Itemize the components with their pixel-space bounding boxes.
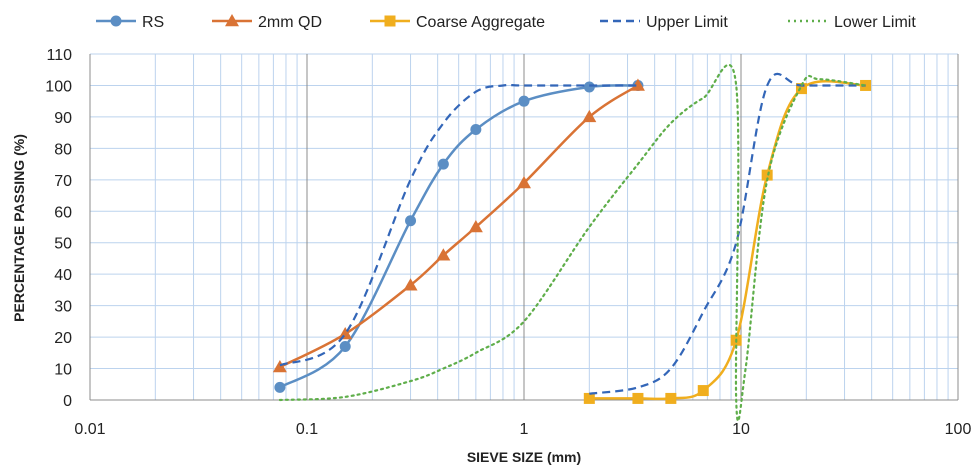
data-point [632,392,644,404]
series-line [589,72,866,395]
data-point [795,83,807,95]
legend-label: RS [142,14,164,31]
y-tick-label: 0 [63,393,72,410]
legend-item: 2mm QD [212,14,322,31]
legend-item: Lower Limit [788,14,916,31]
data-point [468,220,483,233]
legend-marker [110,15,122,27]
y-tick-label: 50 [54,236,72,253]
x-tick-label: 100 [945,421,972,438]
legend: RS 2mm QD Coarse Aggregate Upper Limit Lower… [96,14,916,31]
data-point [630,78,645,91]
y-tick-label: 60 [54,204,72,221]
y-tick-label: 70 [54,173,72,190]
series-coarse-aggregate [583,79,872,404]
x-axis-title: SIEVE SIZE (mm) [467,449,581,465]
series-lower-limit [278,63,867,423]
y-tick-label: 40 [54,267,72,284]
data-point [583,392,595,404]
plot-area [272,63,872,423]
x-tick-label: 0.1 [296,421,318,438]
series-line [279,84,639,369]
series-rs [274,79,644,393]
series-line [279,83,638,367]
data-point [436,248,451,261]
data-point [405,215,417,227]
series-2mm-qd [272,78,645,373]
data-point [583,81,595,93]
data-point [665,392,677,404]
y-tick-label: 30 [54,299,72,316]
data-point [517,175,531,189]
data-point [403,278,418,291]
data-point [697,385,709,397]
legend-label: Upper Limit [646,14,728,31]
y-axis-title: PERCENTAGE PASSING (%) [11,134,27,322]
y-tick-label: 20 [54,330,72,347]
data-point [470,123,482,135]
y-tick-label: 100 [45,78,72,95]
data-point [338,326,353,340]
legend-label: 2mm QD [258,14,322,31]
legend-label: Lower Limit [834,14,916,31]
x-tick-label: 1 [520,421,529,438]
legend-marker [384,15,396,27]
series-line [278,63,867,423]
x-tick-label: 10 [732,421,750,438]
legend-marker [225,14,239,27]
y-tick-label: 80 [54,141,72,158]
legend-item: Upper Limit [600,14,728,31]
series-line [589,80,866,401]
data-point [437,158,449,170]
data-point [274,381,286,393]
data-point [339,341,351,353]
legend-label: Coarse Aggregate [416,14,545,31]
legend-item: Coarse Aggregate [370,14,545,31]
data-point [761,169,773,181]
x-tick-label: 0.01 [74,421,105,438]
y-tick-label: 110 [46,47,72,64]
data-point [272,359,287,373]
series-upper-limit [279,72,866,395]
data-point [582,109,597,123]
data-point [518,95,530,107]
y-tick-label: 10 [54,362,72,379]
y-tick-label: 90 [54,110,72,127]
legend-item: RS [96,14,164,31]
